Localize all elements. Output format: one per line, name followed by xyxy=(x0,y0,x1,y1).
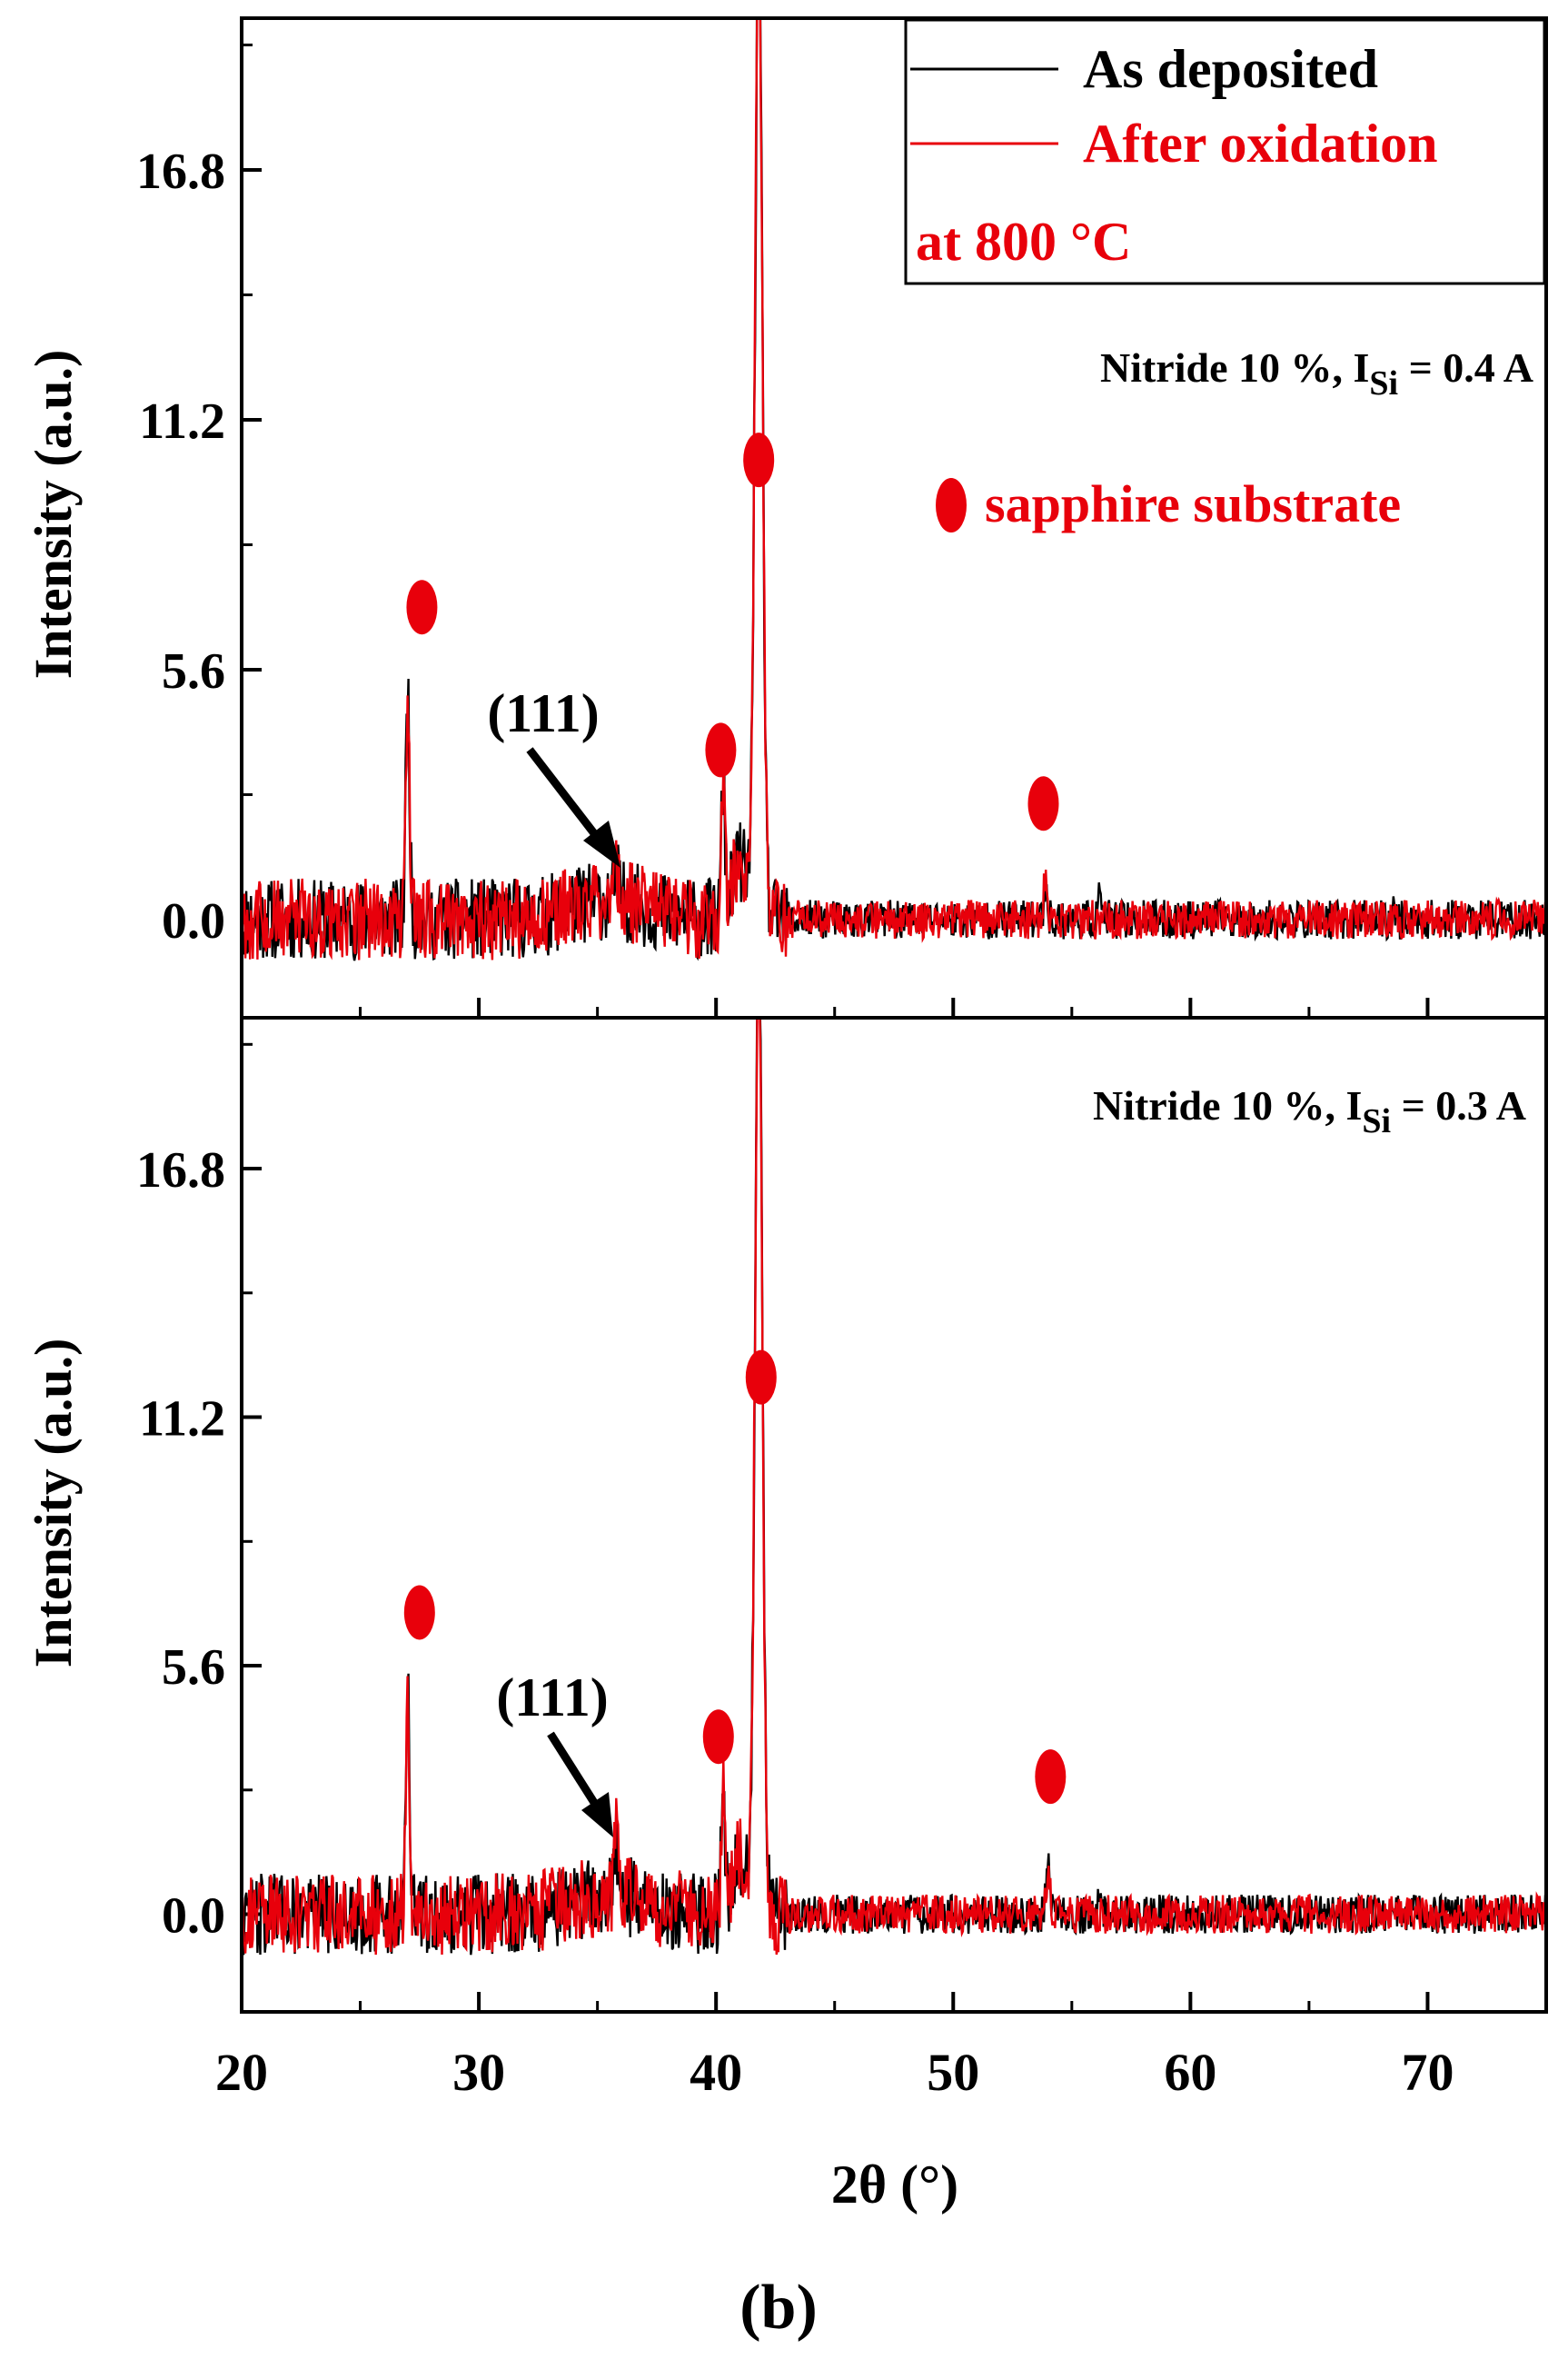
x-tick-label: 30 xyxy=(452,2043,505,2102)
legend-label-continuation: at 800 °C xyxy=(916,212,1131,272)
y-tick-label: 0.0 xyxy=(162,893,225,950)
reflection-label: (111) xyxy=(487,683,599,743)
sapphire-peak-marker xyxy=(745,1349,777,1405)
chart-panel-bottom: 0.0 5.6 11.2 16.8 (111) Nitride 10 %, ISi =… xyxy=(24,1020,1546,1956)
sapphire-marker-icon xyxy=(936,478,967,533)
sapphire-peak-marker xyxy=(403,1585,435,1640)
reflection-label: (111) xyxy=(496,1667,608,1727)
arrow-icon xyxy=(526,747,603,843)
x-tick-label: 20 xyxy=(215,2043,268,2102)
x-tick-label: 60 xyxy=(1164,2043,1216,2102)
sapphire-legend: sapphire substrate xyxy=(936,474,1401,533)
reflection-label-111: (111) xyxy=(487,683,620,868)
sapphire-peak-marker xyxy=(1035,1749,1067,1805)
plot-frame-bottom xyxy=(240,1016,1548,2014)
y-tick-label: 5.6 xyxy=(162,1639,225,1696)
panel-annotation: Nitride 10 %, ISi = 0.3 A xyxy=(1093,1082,1526,1140)
y-tick-label: 11.2 xyxy=(139,393,225,450)
arrow-head-icon xyxy=(583,821,620,868)
figure-caption: (b) xyxy=(739,2273,818,2343)
reflection-label-111: (111) xyxy=(496,1667,613,1837)
y-tick-label: 0.0 xyxy=(162,1888,225,1945)
legend-box xyxy=(904,18,1546,285)
x-tick-label: 40 xyxy=(690,2043,742,2102)
sapphire-peak-marker xyxy=(705,722,737,778)
sapphire-legend-label: sapphire substrate xyxy=(985,474,1401,533)
y-tick-label: 16.8 xyxy=(136,1142,225,1199)
sapphire-peak-marker xyxy=(702,1709,734,1765)
series-line-after-oxidation xyxy=(242,18,1546,961)
series-legend: As deposited After oxidation at 800 °C xyxy=(904,18,1546,285)
chart-panel-top: 0.0 5.6 11.2 16.8 (111) Nitride 10 %, ISi =… xyxy=(24,18,1546,961)
x-axis-label: 2θ (°) xyxy=(831,2155,958,2215)
sapphire-peak-marker xyxy=(743,433,775,488)
x-tick-label: 70 xyxy=(1401,2043,1454,2102)
panel-annotation: Nitride 10 %, ISi = 0.4 A xyxy=(1100,344,1533,403)
y-tick-label: 11.2 xyxy=(139,1391,225,1448)
y-axis-label-bottom: Intensity (a.u.) xyxy=(24,1339,83,1668)
legend-label-after-oxidation: After oxidation xyxy=(1083,114,1438,174)
y-axis-label-top: Intensity (a.u.) xyxy=(24,350,83,680)
y-tick-label: 5.6 xyxy=(162,643,225,700)
arrow-icon xyxy=(547,1731,601,1811)
x-tick-label: 50 xyxy=(927,2043,979,2102)
sapphire-peak-marker xyxy=(406,580,438,635)
series-line-after-oxidation xyxy=(242,1020,1546,1956)
sapphire-peak-marker xyxy=(1027,776,1059,831)
legend-label-as-deposited: As deposited xyxy=(1083,39,1378,99)
y-tick-label: 16.8 xyxy=(136,144,225,200)
arrow-head-icon xyxy=(581,1792,613,1837)
